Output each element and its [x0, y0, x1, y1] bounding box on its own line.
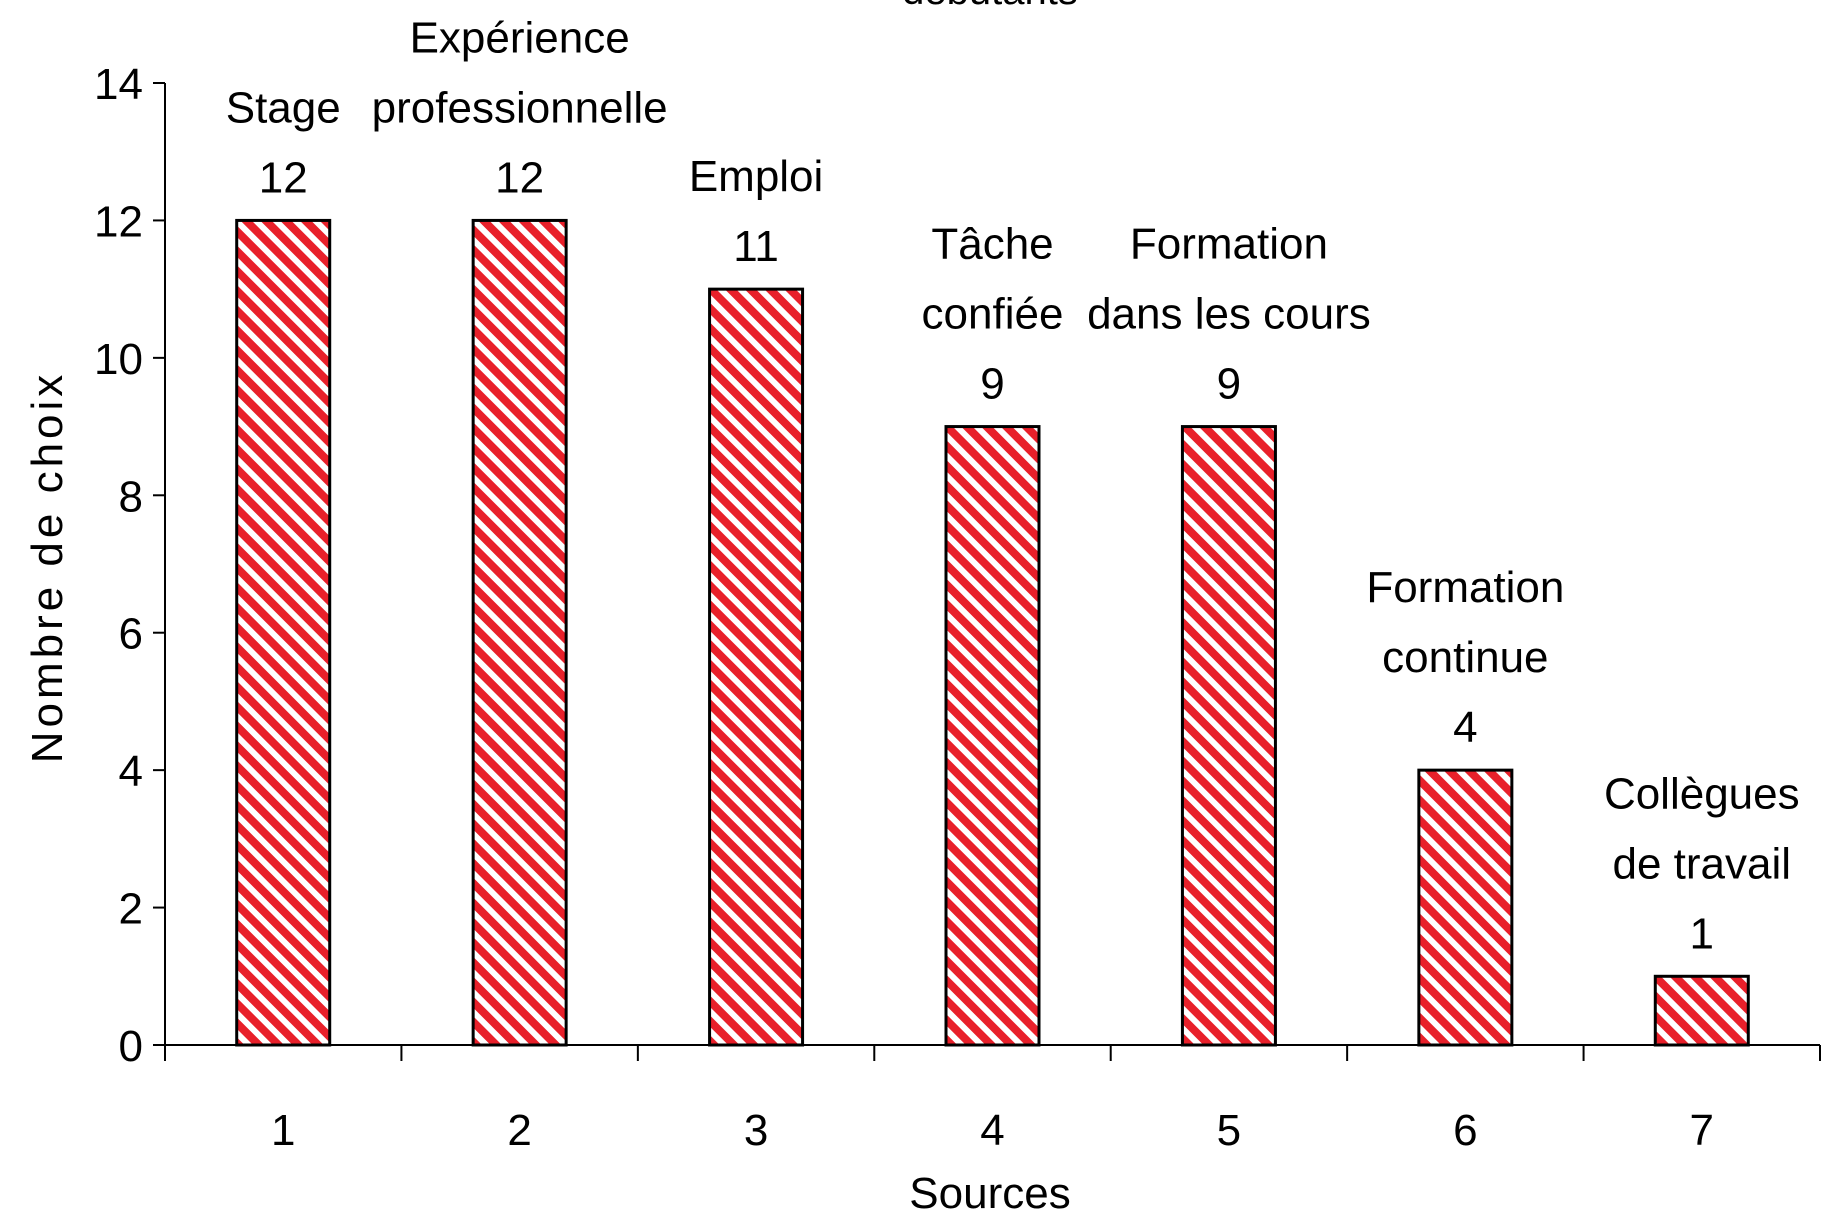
x-tick-label: 6 — [1453, 1106, 1477, 1155]
y-tick-label: 2 — [119, 885, 143, 934]
y-tick-label: 6 — [119, 610, 143, 659]
bar-category-label: dans les cours — [1087, 290, 1371, 339]
bar-category-label: Expérience — [410, 13, 630, 62]
bar-labels-group: 12 Stage 12 Expérience professionnelle 11 Empl… — [226, 13, 1800, 958]
x-tick-label: 4 — [980, 1106, 1004, 1155]
bar — [471, 218, 568, 1047]
bar — [1653, 974, 1750, 1047]
bar-category-label: Formation — [1130, 220, 1328, 269]
y-tick-label: 10 — [94, 335, 143, 384]
chart-title-fragment: débutants — [902, 0, 1078, 13]
bar-value-label: 4 — [1453, 703, 1477, 752]
bar — [235, 218, 332, 1047]
y-tick-label: 0 — [119, 1022, 143, 1071]
y-tick-label: 12 — [94, 197, 143, 246]
bar-value-label: 9 — [1217, 360, 1241, 409]
x-tick-label: 5 — [1217, 1106, 1241, 1155]
y-tick-label: 4 — [119, 747, 143, 796]
bar — [708, 287, 805, 1047]
x-tick-label: 1 — [271, 1106, 295, 1155]
x-tick-label: 2 — [507, 1106, 531, 1155]
y-axis: 0 2 4 6 8 10 12 14 — [94, 60, 166, 1071]
bar-category-label: professionnelle — [372, 83, 668, 132]
bar-category-label: Tâche — [931, 220, 1053, 269]
bar-category-label: continue — [1382, 633, 1548, 682]
bar-value-label: 9 — [980, 360, 1004, 409]
y-tick-label: 8 — [119, 472, 143, 521]
x-tick-label: 3 — [744, 1106, 768, 1155]
x-axis-title: Sources — [909, 1169, 1070, 1216]
bar-category-label: Emploi — [689, 152, 824, 201]
bar-category-label: Formation — [1366, 563, 1564, 612]
bar-category-label: confiée — [922, 290, 1064, 339]
bar — [944, 425, 1041, 1047]
bar-value-label: 1 — [1690, 909, 1714, 958]
y-tick-label: 14 — [94, 60, 143, 109]
bar — [1180, 425, 1277, 1047]
y-axis-title: Nombre de choix — [23, 371, 72, 764]
bar — [1417, 768, 1514, 1047]
bar-value-label: 11 — [733, 222, 779, 271]
bar-category-label: Collègues — [1604, 769, 1800, 818]
x-axis: 1 2 3 4 5 6 7 — [164, 1044, 1821, 1155]
bar-category-label: de travail — [1613, 839, 1792, 888]
x-tick-label: 7 — [1690, 1106, 1714, 1155]
bar-category-label: Stage — [226, 83, 341, 132]
bar-value-label: 12 — [259, 153, 308, 202]
bar-value-label: 12 — [495, 153, 544, 202]
bars-group — [235, 218, 1750, 1047]
